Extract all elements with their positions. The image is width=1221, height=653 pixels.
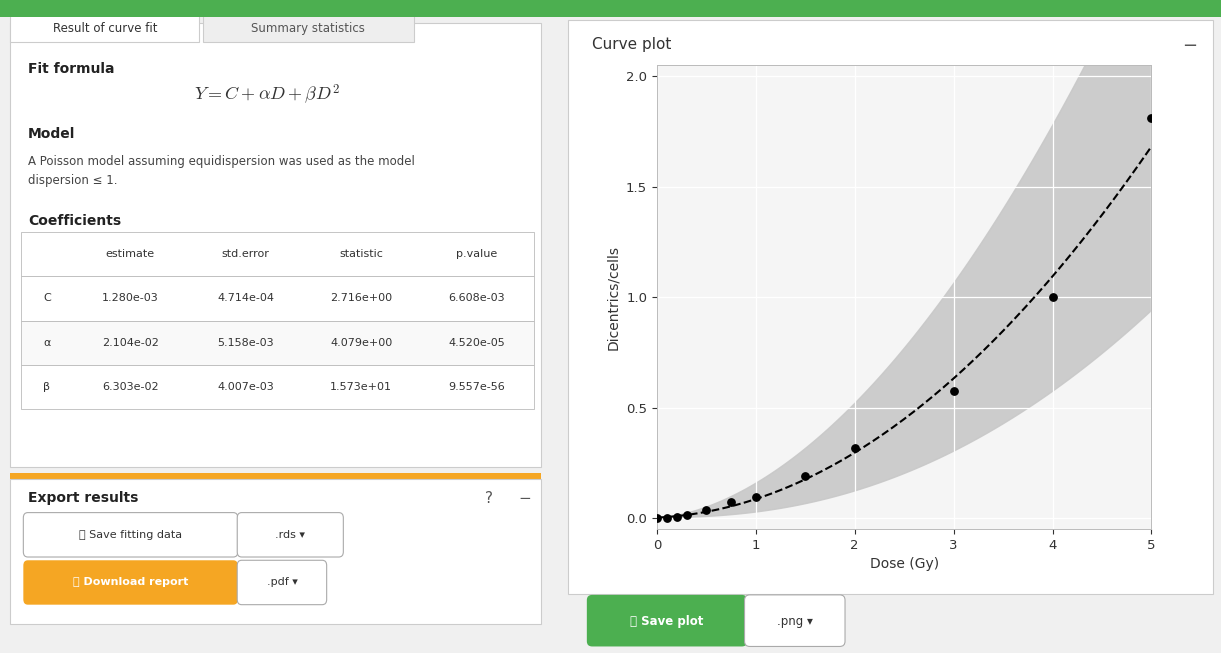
FancyBboxPatch shape	[237, 513, 343, 557]
Point	[746, 492, 766, 502]
Text: ⤓ Save plot: ⤓ Save plot	[630, 614, 703, 628]
Point	[676, 509, 696, 520]
Text: Coefficients: Coefficients	[28, 214, 121, 228]
Point	[657, 513, 676, 523]
Text: 9.557e-56: 9.557e-56	[448, 382, 505, 392]
FancyBboxPatch shape	[587, 595, 747, 646]
FancyBboxPatch shape	[21, 321, 535, 365]
FancyBboxPatch shape	[745, 595, 845, 646]
Text: estimate: estimate	[106, 249, 155, 259]
Text: Fit formula: Fit formula	[28, 62, 115, 76]
Text: p.value: p.value	[457, 249, 497, 259]
Text: 6.303e-02: 6.303e-02	[101, 382, 159, 392]
FancyBboxPatch shape	[568, 20, 1212, 594]
FancyBboxPatch shape	[237, 560, 327, 605]
Text: 4.007e-03: 4.007e-03	[217, 382, 274, 392]
Text: 5.158e-03: 5.158e-03	[217, 338, 274, 348]
Text: 1.280e-03: 1.280e-03	[101, 293, 159, 304]
Text: A Poisson model assuming equidispersion was used as the model
dispersion ≤ 1.: A Poisson model assuming equidispersion …	[28, 155, 415, 187]
Text: .pdf ▾: .pdf ▾	[266, 577, 298, 588]
FancyBboxPatch shape	[21, 276, 535, 321]
Text: 6.608e-03: 6.608e-03	[448, 293, 505, 304]
Text: .png ▾: .png ▾	[777, 614, 812, 628]
Text: Summary statistics: Summary statistics	[252, 22, 365, 35]
Point	[1043, 292, 1062, 302]
Text: $Y = C + \alpha D + \beta D^2$: $Y = C + \alpha D + \beta D^2$	[194, 83, 339, 106]
Text: −: −	[519, 491, 531, 506]
FancyBboxPatch shape	[21, 365, 535, 409]
FancyBboxPatch shape	[10, 473, 541, 479]
Point	[944, 386, 963, 396]
Y-axis label: Dicentrics/cells: Dicentrics/cells	[607, 245, 620, 349]
Point	[722, 497, 741, 507]
X-axis label: Dose (Gy): Dose (Gy)	[869, 557, 939, 571]
FancyBboxPatch shape	[10, 15, 199, 42]
Point	[796, 471, 816, 481]
Point	[845, 443, 864, 454]
Text: std.error: std.error	[222, 249, 270, 259]
Point	[667, 511, 686, 522]
FancyBboxPatch shape	[23, 513, 238, 557]
Text: 1.573e+01: 1.573e+01	[330, 382, 392, 392]
Text: 4.520e-05: 4.520e-05	[448, 338, 505, 348]
Text: −: −	[1183, 37, 1198, 56]
Text: Result of curve fit: Result of curve fit	[54, 22, 158, 35]
Text: Export results: Export results	[28, 491, 138, 505]
FancyBboxPatch shape	[10, 23, 541, 467]
Text: C: C	[43, 293, 50, 304]
Point	[647, 513, 667, 523]
Point	[1142, 113, 1161, 123]
Text: β: β	[43, 382, 50, 392]
Text: 4.079e+00: 4.079e+00	[330, 338, 392, 348]
Text: ⤓ Download report: ⤓ Download report	[73, 577, 188, 588]
FancyBboxPatch shape	[10, 479, 541, 624]
FancyBboxPatch shape	[23, 560, 238, 605]
Point	[697, 505, 717, 515]
Text: Model: Model	[28, 127, 76, 141]
Text: 4.714e-04: 4.714e-04	[217, 293, 275, 304]
Text: ⤓ Save fitting data: ⤓ Save fitting data	[79, 530, 182, 540]
Text: Curve plot: Curve plot	[592, 37, 672, 52]
Text: α: α	[43, 338, 50, 348]
Text: 2.716e+00: 2.716e+00	[330, 293, 392, 304]
Text: .rds ▾: .rds ▾	[275, 530, 305, 540]
Text: ?: ?	[485, 491, 493, 506]
Text: 2.104e-02: 2.104e-02	[101, 338, 159, 348]
FancyBboxPatch shape	[21, 232, 535, 276]
FancyBboxPatch shape	[203, 15, 414, 42]
Text: statistic: statistic	[339, 249, 383, 259]
